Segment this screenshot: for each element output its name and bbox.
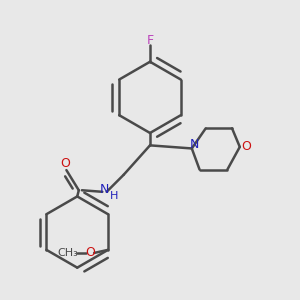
- Text: O: O: [85, 246, 95, 259]
- Text: H: H: [110, 191, 118, 201]
- Text: O: O: [242, 140, 251, 153]
- Text: N: N: [190, 138, 199, 151]
- Text: F: F: [146, 34, 154, 46]
- Text: O: O: [60, 157, 70, 170]
- Text: CH₃: CH₃: [58, 248, 78, 258]
- Text: N: N: [100, 183, 109, 196]
